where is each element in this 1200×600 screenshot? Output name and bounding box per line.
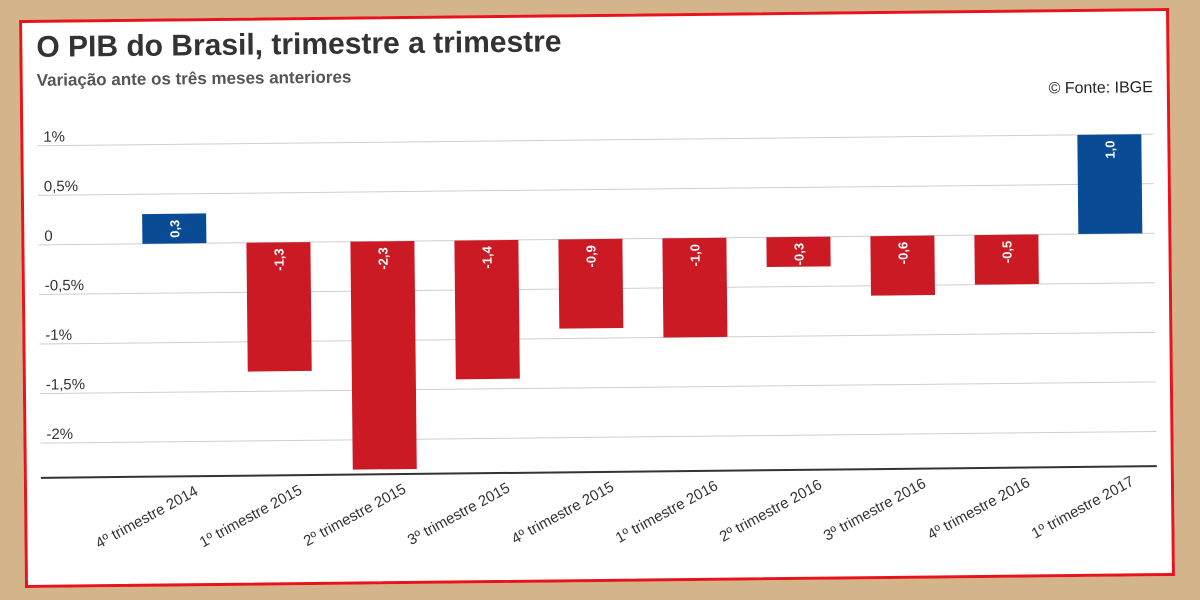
category-label: 3º trimestre 2016 bbox=[821, 475, 929, 544]
bar-value-label: 1,0 bbox=[1102, 140, 1117, 158]
category-label: 4º trimestre 2015 bbox=[509, 478, 617, 547]
bar bbox=[766, 236, 831, 268]
bar-value-label: -1,4 bbox=[479, 245, 494, 268]
bar-value-label: -1,0 bbox=[687, 244, 702, 267]
gridline bbox=[37, 133, 1154, 147]
bar bbox=[558, 238, 624, 329]
bar-value-label: -0,3 bbox=[791, 243, 806, 266]
bar bbox=[1077, 134, 1143, 235]
category-label: 4º trimestre 2014 bbox=[93, 483, 201, 552]
category-label: 2º trimestre 2016 bbox=[717, 476, 825, 545]
bar bbox=[662, 237, 728, 338]
category-label: 3º trimestre 2015 bbox=[405, 479, 513, 548]
bar-chart: 1% 0,5% 0 -0,5% -1% -1,5% -2% 0,3 4º trimestre 2… bbox=[37, 129, 1157, 552]
bar bbox=[454, 239, 520, 380]
category-label: 1º trimestre 2016 bbox=[613, 477, 721, 546]
y-tick-label: 1% bbox=[43, 129, 65, 146]
bar bbox=[974, 234, 1039, 285]
bar bbox=[142, 213, 207, 244]
category-label: 2º trimestre 2015 bbox=[301, 481, 409, 550]
gridline bbox=[39, 331, 1156, 345]
y-tick-label: -0,5% bbox=[45, 277, 84, 294]
x-axis-line bbox=[40, 465, 1157, 479]
bar-value-label: -1,3 bbox=[271, 248, 286, 271]
y-tick-label: -2% bbox=[46, 426, 73, 443]
gridline bbox=[37, 183, 1154, 196]
bar-value-label: -0,9 bbox=[583, 245, 598, 268]
bar bbox=[350, 240, 417, 470]
category-label: 1º trimestre 2015 bbox=[197, 482, 305, 551]
bar-value-label: -0,6 bbox=[895, 242, 910, 265]
y-tick-label: -1% bbox=[45, 327, 72, 344]
chart-frame: O PIB do Brasil, trimestre a trimestre V… bbox=[19, 7, 1175, 589]
bar bbox=[246, 242, 312, 372]
bar bbox=[870, 235, 935, 296]
gridline bbox=[40, 430, 1157, 444]
category-label: 4º trimestre 2016 bbox=[925, 474, 1033, 543]
bar-value-label: -0,5 bbox=[999, 241, 1014, 264]
category-label: 1º trimestre 2017 bbox=[1029, 473, 1137, 542]
y-tick-label: -1,5% bbox=[46, 376, 85, 393]
bar-value-label: 0,3 bbox=[167, 220, 182, 238]
y-tick-label: 0,5% bbox=[44, 178, 78, 195]
bar-value-label: -2,3 bbox=[375, 247, 390, 270]
y-tick-label: 0 bbox=[44, 228, 53, 245]
gridline bbox=[39, 381, 1156, 395]
